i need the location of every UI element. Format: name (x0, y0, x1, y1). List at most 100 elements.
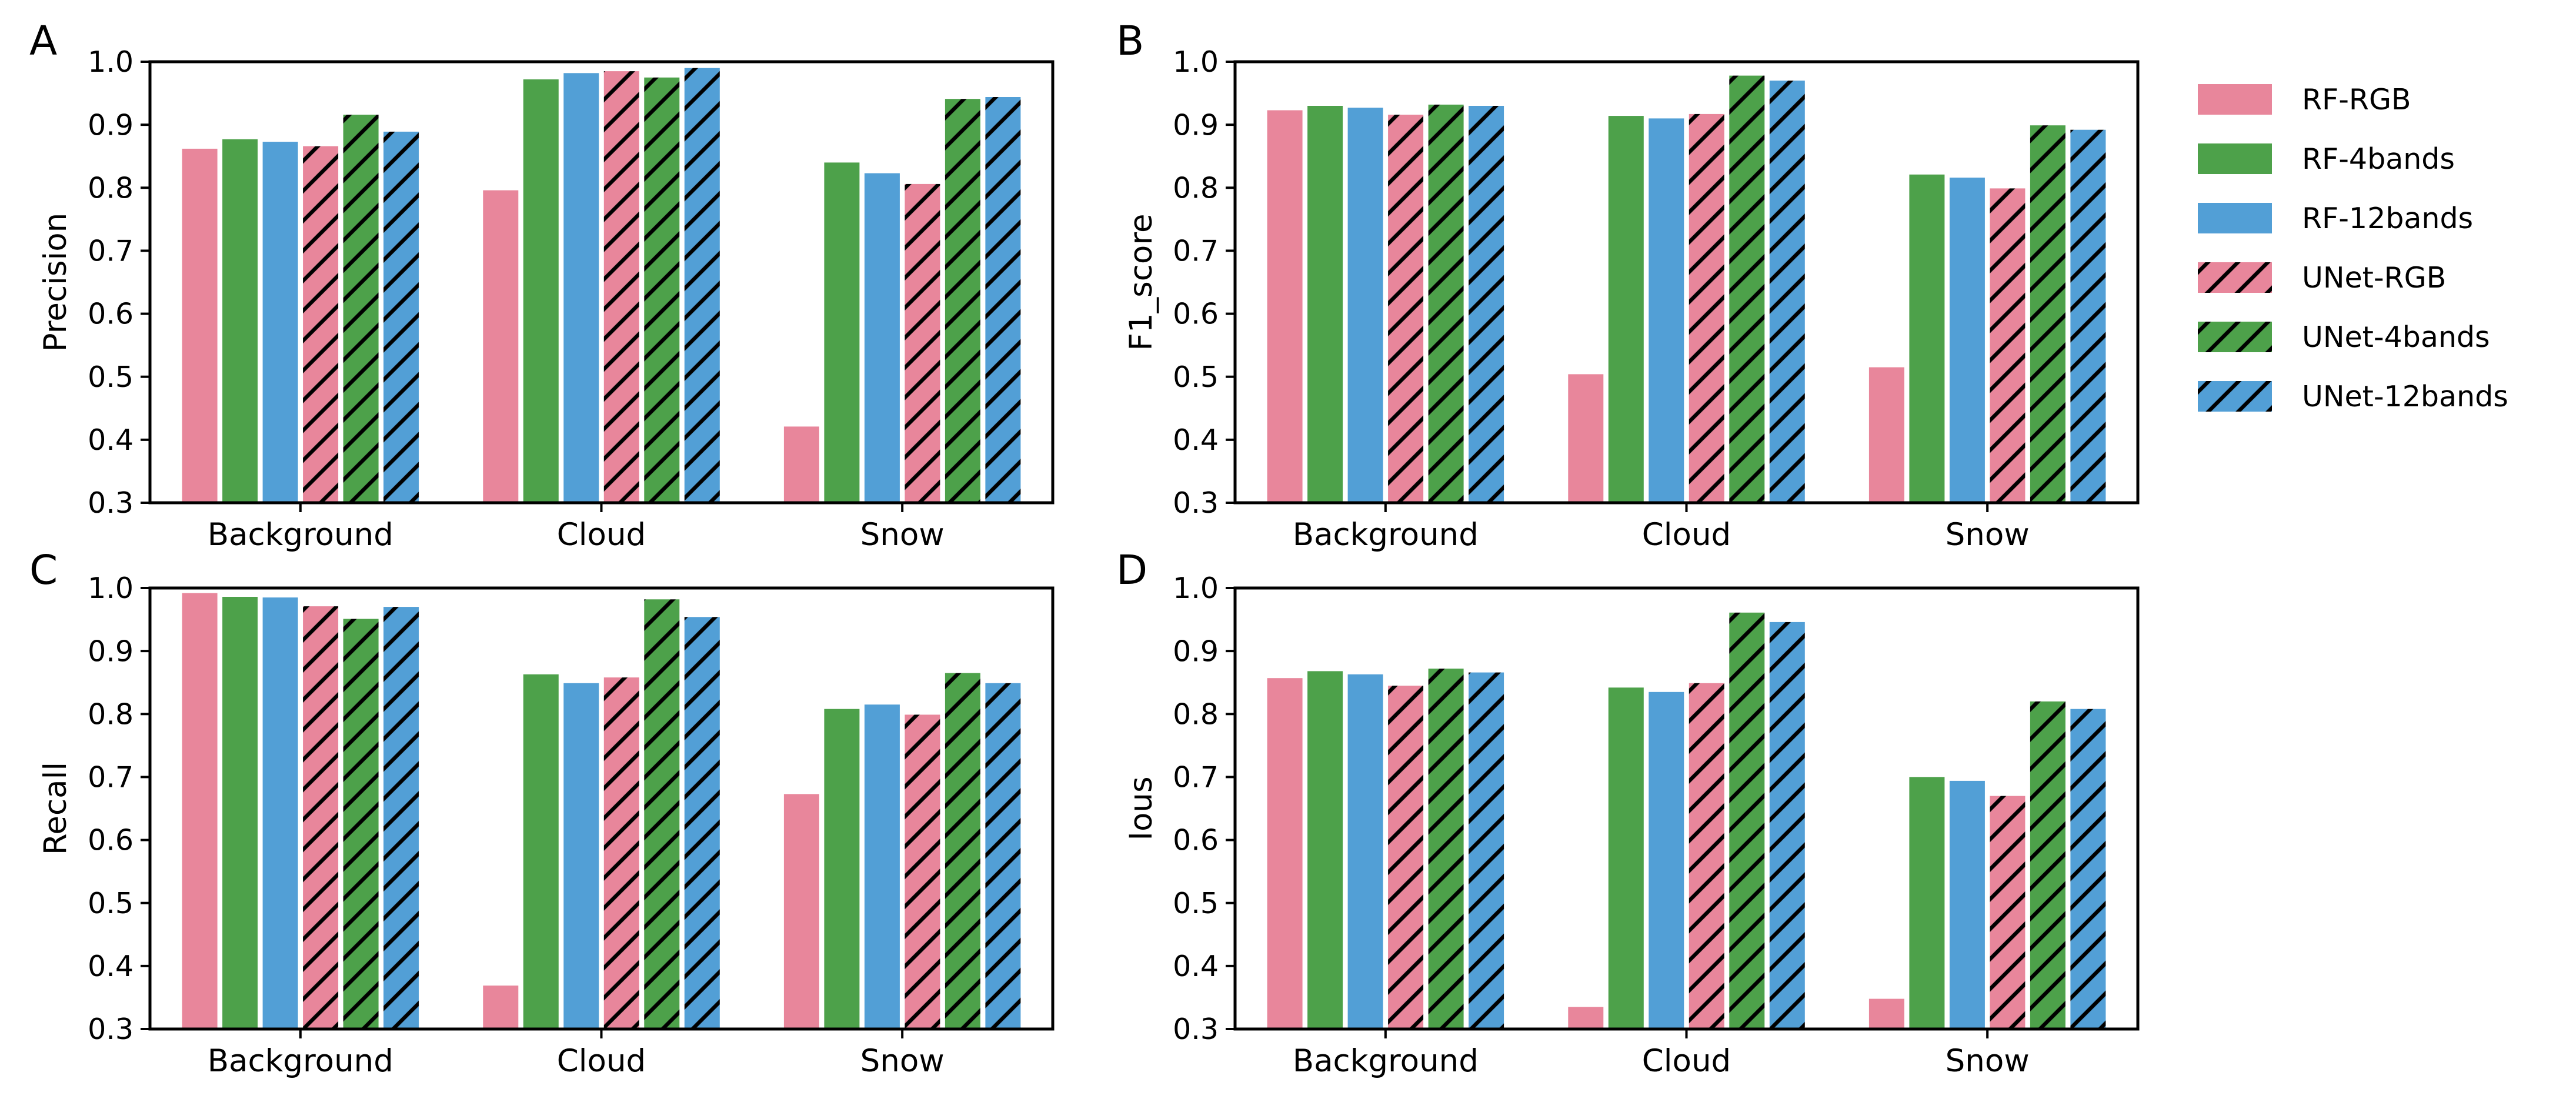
bar-UNet-RGB-Cloud (1689, 113, 1724, 503)
bar-UNet-RGB-Background (303, 146, 339, 503)
bar-RF-12bands-Snow (864, 173, 900, 503)
bar-UNet-12bands-Snow (985, 683, 1021, 1029)
y-tick-label: 0.4 (1173, 950, 1219, 983)
panel-letter-a: A (29, 18, 57, 65)
y-tick-label: 0.9 (1173, 634, 1219, 668)
bar-RF-12bands-Background (262, 142, 298, 503)
bar-RF-4bands-Snow (824, 709, 860, 1029)
bar-RF-4bands-Background (222, 597, 258, 1029)
bar-UNet-4bands-Background (1428, 104, 1464, 503)
bar-UNet-12bands-Snow (2070, 129, 2106, 503)
bar-UNet-RGB-Snow (905, 183, 940, 503)
y-tick-label: 0.6 (88, 824, 134, 857)
y-tick-label: 0.7 (88, 235, 134, 268)
y-tick-label: 0.6 (1173, 298, 1219, 331)
bar-UNet-RGB-Background (303, 606, 339, 1029)
y-tick-label: 0.6 (1173, 824, 1219, 857)
bar-UNet-RGB-Cloud (603, 677, 639, 1029)
legend-swatch-UNet-4bands (2198, 322, 2272, 352)
y-tick-label: 0.3 (1173, 486, 1219, 520)
y-tick-label: 0.4 (1173, 423, 1219, 457)
bar-UNet-12bands-Snow (2070, 709, 2106, 1029)
bar-RF-RGB-Cloud (483, 190, 519, 503)
legend-label-RF-RGB: RF-RGB (2302, 83, 2411, 116)
y-tick-label: 0.8 (1173, 697, 1219, 731)
bar-RF-12bands-Background (262, 597, 298, 1029)
bar-UNet-RGB-Cloud (1689, 683, 1724, 1029)
bar-RF-4bands-Snow (824, 162, 860, 503)
bar-UNet-12bands-Background (1469, 672, 1504, 1029)
legend: RF-RGB RF-4bands RF-12bands UNet-RGB UNet-4b… (2198, 83, 2508, 413)
y-tick-label: 1.0 (88, 572, 134, 605)
bar-RF-12bands-Background (1347, 674, 1383, 1029)
panel-letter-c: C (29, 547, 58, 594)
bar-RF-RGB-Cloud (1568, 374, 1604, 503)
bar-UNet-RGB-Cloud (603, 71, 639, 503)
x-tick-label: Snow (1946, 1043, 2030, 1079)
bar-UNet-12bands-Background (383, 131, 419, 503)
y-axis-titles: Precision F1_score Recall Ious (38, 213, 1159, 855)
y-tick-label: 0.9 (88, 108, 134, 142)
bar-UNet-12bands-Background (1469, 106, 1504, 503)
y-tick-label: 0.5 (88, 360, 134, 394)
bar-RF-12bands-Cloud (563, 683, 599, 1029)
x-tick-label: Cloud (1642, 517, 1731, 553)
bar-UNet-4bands-Cloud (644, 77, 680, 503)
legend-label-UNet-RGB: UNet-RGB (2302, 261, 2446, 295)
y-tick-label: 0.6 (88, 298, 134, 331)
bar-UNet-RGB-Snow (1990, 188, 2026, 503)
y-axis-title-recall: Recall (38, 762, 74, 855)
bar-RF-12bands-Snow (864, 704, 900, 1029)
bar-RF-RGB-Snow (1868, 367, 1904, 503)
y-axis-title-ious: Ious (1123, 776, 1159, 840)
bar-RF-4bands-Cloud (523, 674, 559, 1029)
bar-UNet-4bands-Cloud (644, 599, 680, 1029)
bar-UNet-4bands-Cloud (1729, 612, 1765, 1029)
x-tick-label: Background (208, 1043, 393, 1079)
bar-RF-4bands-Snow (1909, 174, 1945, 503)
x-tick-label: Background (1293, 1043, 1479, 1079)
legend-swatch-UNet-RGB (2198, 262, 2272, 293)
x-tick-label: Cloud (1642, 1043, 1731, 1079)
x-tick-label: Snow (860, 1043, 945, 1079)
bar-UNet-12bands-Cloud (684, 617, 720, 1029)
bar-UNet-4bands-Snow (2030, 701, 2066, 1029)
panel-d: 0.3 0.4 0.5 0.6 0.7 0.8 0.9 1.0 Background Cloud S… (1173, 572, 2140, 1079)
y-tick-label: 0.3 (88, 1013, 134, 1046)
bar-RF-12bands-Cloud (563, 73, 599, 503)
y-tick-label: 1.0 (1173, 45, 1219, 79)
bar-UNet-RGB-Snow (905, 714, 940, 1029)
bar-RF-4bands-Cloud (523, 79, 559, 503)
bar-RF-4bands-Background (1307, 671, 1343, 1029)
bar-RF-RGB-Snow (1868, 998, 1904, 1029)
bar-UNet-RGB-Snow (1990, 796, 2026, 1029)
bar-RF-RGB-Cloud (1568, 1007, 1604, 1029)
legend-label-UNet-12bands: UNet-12bands (2302, 380, 2508, 413)
bar-UNet-4bands-Snow (2030, 125, 2066, 503)
y-tick-label: 0.7 (1173, 235, 1219, 268)
x-tick-label: Cloud (557, 1043, 646, 1079)
bar-RF-RGB-Background (1267, 110, 1303, 503)
x-tick-label: Snow (860, 517, 945, 553)
bar-UNet-12bands-Cloud (1769, 622, 1805, 1029)
legend-swatch-UNet-12bands (2198, 381, 2272, 412)
bar-RF-4bands-Cloud (1608, 687, 1644, 1029)
y-tick-label: 0.8 (1173, 171, 1219, 205)
bar-RF-RGB-Cloud (483, 986, 519, 1029)
bar-RF-12bands-Snow (1949, 178, 1985, 503)
bar-RF-RGB-Background (182, 148, 218, 503)
panel-letters: A B C D (29, 18, 1147, 594)
panel-letter-d: D (1116, 547, 1147, 594)
x-tick-label: Background (208, 517, 393, 553)
bar-RF-12bands-Cloud (1649, 692, 1684, 1029)
y-tick-label: 0.7 (88, 761, 134, 794)
bar-UNet-4bands-Background (343, 619, 379, 1029)
legend-label-RF-4bands: RF-4bands (2302, 142, 2455, 176)
bar-UNet-4bands-Snow (945, 673, 980, 1029)
bar-UNet-12bands-Snow (985, 97, 1021, 503)
bar-RF-4bands-Background (222, 139, 258, 503)
x-tick-label: Cloud (557, 517, 646, 553)
bar-UNet-12bands-Background (383, 607, 419, 1029)
